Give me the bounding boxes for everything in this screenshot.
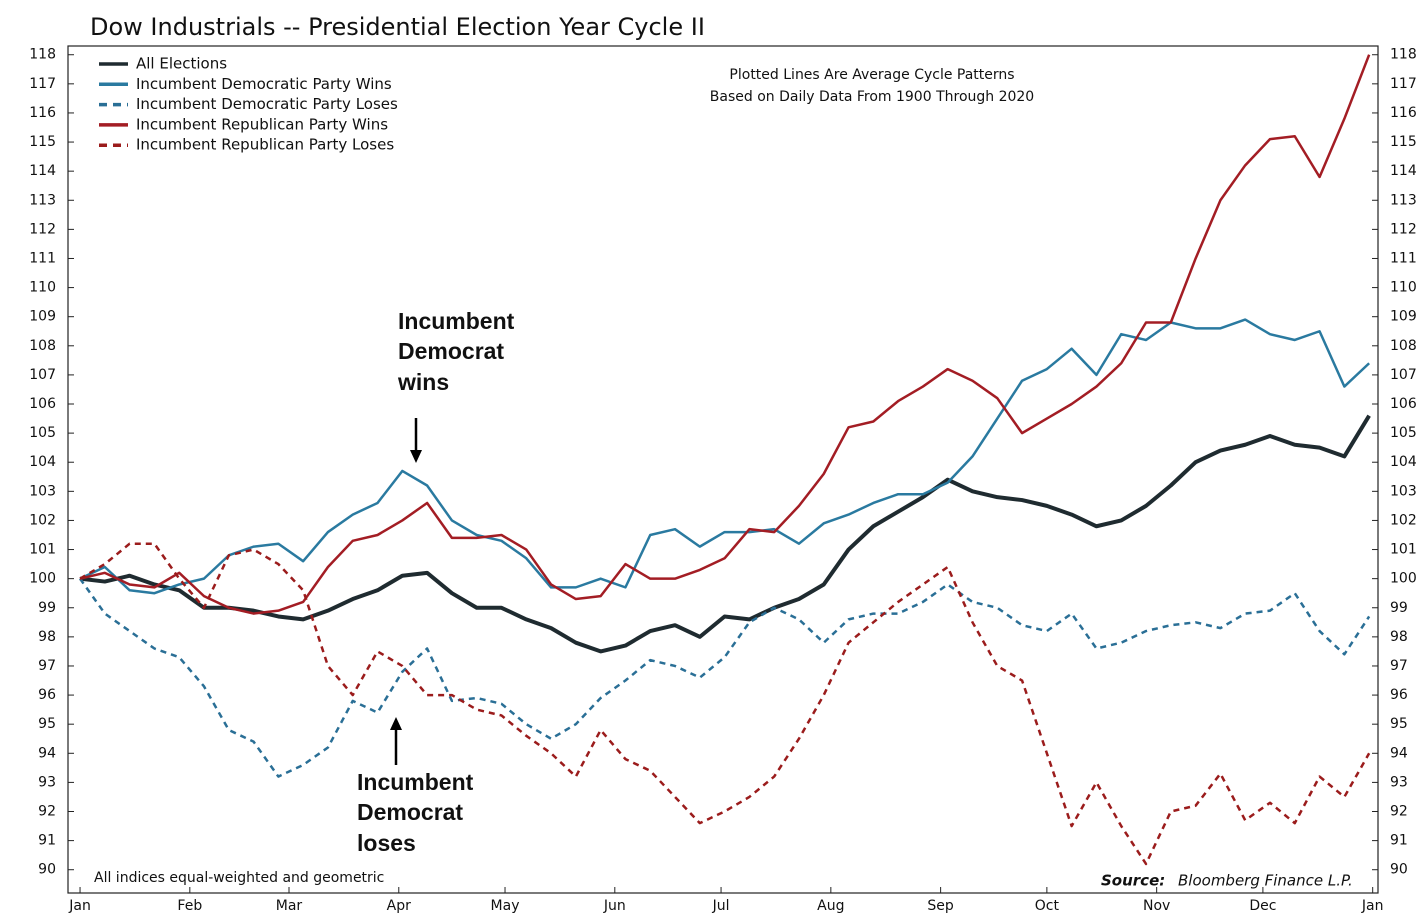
y-tick-label: 110 xyxy=(29,280,56,296)
y-tick-label: 108 xyxy=(29,338,56,354)
y-tick-label: 106 xyxy=(29,396,56,412)
y2-tick-label: 117 xyxy=(1390,76,1417,92)
y-tick-label: 114 xyxy=(29,163,56,179)
y-tick-label: 107 xyxy=(29,367,56,383)
annotation: Democrat xyxy=(398,338,504,364)
annotation: Incumbent xyxy=(357,769,474,795)
y-tick-label: 105 xyxy=(29,425,56,441)
y2-tick-label: 103 xyxy=(1390,483,1417,499)
y-tick-label: 92 xyxy=(38,804,56,820)
y-tick-label: 117 xyxy=(29,76,56,92)
plot-frame xyxy=(67,45,1379,894)
y-tick-label: 112 xyxy=(29,221,56,237)
series-line xyxy=(79,318,1371,595)
legend-label: Incumbent Republican Party Wins xyxy=(136,115,388,133)
y2-tick-label: 101 xyxy=(1390,542,1417,558)
source-label: Source: xyxy=(1101,872,1165,890)
x-tick-label: Jan xyxy=(1361,898,1384,914)
y2-tick-label: 104 xyxy=(1390,454,1417,470)
annotation: Democrat xyxy=(357,799,463,825)
series-line xyxy=(79,54,1371,615)
legend-label: Incumbent Republican Party Loses xyxy=(136,136,394,154)
y-tick-label: 116 xyxy=(29,105,56,121)
y2-tick-label: 107 xyxy=(1390,367,1417,383)
y-tick-label: 115 xyxy=(29,134,56,150)
y-tick-label: 97 xyxy=(38,658,56,674)
y-tick-label: 104 xyxy=(29,454,56,470)
y-tick-label: 90 xyxy=(38,862,56,878)
y-tick-label: 95 xyxy=(38,716,56,732)
y2-tick-label: 102 xyxy=(1390,512,1417,528)
y2-tick-label: 110 xyxy=(1390,280,1417,296)
y2-tick-label: 114 xyxy=(1390,163,1417,179)
y-tick-label: 113 xyxy=(29,192,56,208)
y-tick-label: 109 xyxy=(29,309,56,325)
y-tick-label: 100 xyxy=(29,571,56,587)
x-tick-label: Aug xyxy=(817,898,844,914)
y2-tick-label: 106 xyxy=(1390,396,1417,412)
y2-tick-label: 98 xyxy=(1390,629,1408,645)
y2-tick-label: 115 xyxy=(1390,134,1417,150)
y2-tick-label: 91 xyxy=(1390,833,1408,849)
annotation: wins xyxy=(397,369,449,395)
y-tick-label: 96 xyxy=(38,687,56,703)
y2-tick-label: 100 xyxy=(1390,571,1417,587)
y-tick-label: 101 xyxy=(29,542,56,558)
y2-tick-label: 118 xyxy=(1390,47,1417,63)
y2-tick-label: 105 xyxy=(1390,425,1417,441)
y2-tick-label: 113 xyxy=(1390,192,1417,208)
x-tick-label: Dec xyxy=(1249,898,1276,914)
x-tick-label: Jul xyxy=(712,898,730,914)
y-tick-label: 98 xyxy=(38,629,56,645)
y-tick-label: 99 xyxy=(38,600,56,616)
y-tick-label: 111 xyxy=(29,250,56,266)
y2-tick-label: 109 xyxy=(1390,309,1417,325)
y2-tick-label: 93 xyxy=(1390,774,1408,790)
x-tick-label: Sep xyxy=(927,898,954,914)
legend-label: Incumbent Democratic Party Wins xyxy=(136,75,392,93)
y2-tick-label: 90 xyxy=(1390,862,1408,878)
y2-tick-label: 112 xyxy=(1390,221,1417,237)
note: Plotted Lines Are Average Cycle Patterns xyxy=(729,67,1014,83)
y2-tick-label: 116 xyxy=(1390,105,1417,121)
y2-tick-label: 92 xyxy=(1390,804,1408,820)
y-tick-label: 102 xyxy=(29,512,56,528)
y2-tick-label: 95 xyxy=(1390,716,1408,732)
x-tick-label: Feb xyxy=(177,898,202,914)
y2-tick-label: 99 xyxy=(1390,600,1408,616)
series-line xyxy=(79,414,1371,654)
x-tick-label: Jun xyxy=(603,898,626,914)
source: Bloomberg Finance L.P. xyxy=(1178,872,1353,890)
annotation: Incumbent xyxy=(398,308,515,334)
y-tick-label: 91 xyxy=(38,833,56,849)
x-tick-label: Jan xyxy=(68,898,91,914)
y2-tick-label: 96 xyxy=(1390,687,1408,703)
chart-title: Dow Industrials -- Presidential Election… xyxy=(90,13,705,41)
y-tick-label: 103 xyxy=(29,483,56,499)
x-tick-label: Mar xyxy=(276,898,303,914)
annotation: loses xyxy=(357,830,416,856)
note: Based on Daily Data From 1900 Through 20… xyxy=(710,89,1034,105)
y2-tick-label: 97 xyxy=(1390,658,1408,674)
y-tick-label: 118 xyxy=(29,47,56,63)
legend-label: All Elections xyxy=(136,55,227,73)
x-tick-label: Apr xyxy=(387,898,411,914)
y-tick-label: 93 xyxy=(38,774,56,790)
y2-tick-label: 108 xyxy=(1390,338,1417,354)
x-tick-label: Oct xyxy=(1035,898,1060,914)
series-line xyxy=(79,577,1371,778)
legend-label: Incumbent Democratic Party Loses xyxy=(136,95,398,113)
x-tick-label: Nov xyxy=(1143,898,1170,914)
series-line xyxy=(79,542,1371,866)
x-tick-label: May xyxy=(491,898,520,914)
arrow-head xyxy=(390,717,402,730)
arrow-head xyxy=(410,450,422,463)
footnote: All indices equal-weighted and geometric xyxy=(94,870,384,886)
y2-tick-label: 94 xyxy=(1390,745,1408,761)
y-tick-label: 94 xyxy=(38,745,56,761)
y2-tick-label: 111 xyxy=(1390,250,1417,266)
